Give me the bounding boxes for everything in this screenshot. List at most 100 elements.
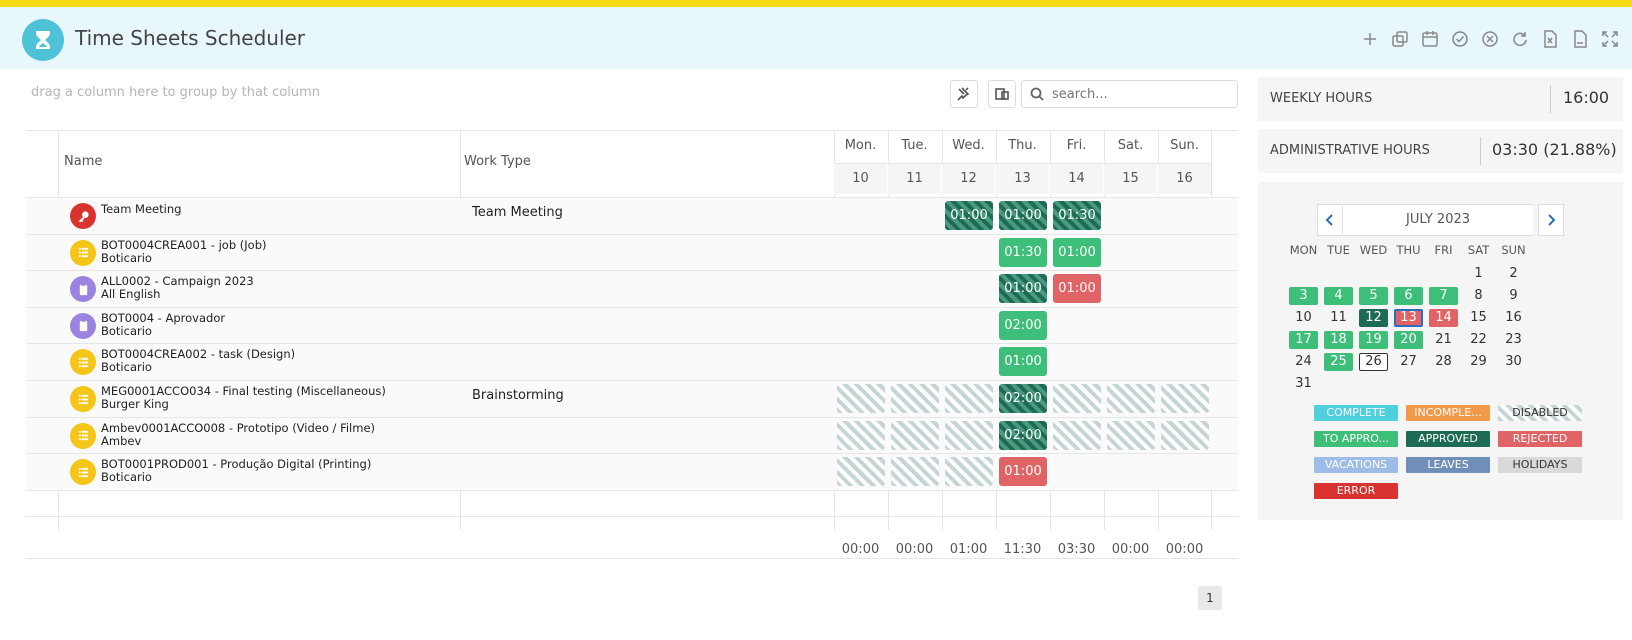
calendar-day-17[interactable]: 17 <box>1289 331 1318 349</box>
calendar-day-20[interactable]: 20 <box>1394 331 1423 349</box>
excel-export-button[interactable] <box>1540 29 1560 49</box>
calendar-day-13[interactable]: 13 <box>1394 309 1423 327</box>
day-header-wed: Wed. <box>952 138 985 153</box>
calendar-dow-sat: SAT <box>1467 243 1490 257</box>
app-title: Time Sheets Scheduler <box>75 26 306 50</box>
calendar-dow-fri: FRI <box>1434 243 1453 257</box>
reject-button[interactable] <box>1480 29 1500 49</box>
calendar-day-4[interactable]: 4 <box>1324 287 1353 305</box>
row-name: BOT0001PROD001 - Produção Digital (Print… <box>101 458 371 484</box>
time-slot-approved[interactable]: 01:00 <box>945 201 993 230</box>
add-button[interactable] <box>1360 29 1380 49</box>
day-header-thu: Thu. <box>1008 138 1037 153</box>
calendar-day-28[interactable]: 28 <box>1435 354 1452 369</box>
calendar-day-19[interactable]: 19 <box>1359 331 1388 349</box>
calendar-next-button[interactable] <box>1538 204 1564 236</box>
approve-button[interactable] <box>1450 29 1470 49</box>
legend-holidays: HOLIDAYS <box>1498 457 1582 473</box>
time-slot-disabled <box>891 420 939 450</box>
calendar-day-29[interactable]: 29 <box>1470 354 1487 369</box>
weekly-hours-value: 16:00 <box>1563 88 1610 107</box>
search-box[interactable] <box>1021 80 1238 108</box>
time-slot-green[interactable]: 01:00 <box>999 347 1047 377</box>
pdf-export-button[interactable] <box>1570 29 1590 49</box>
calendar-day-5[interactable]: 5 <box>1359 287 1388 305</box>
calendar-day-9[interactable]: 9 <box>1509 288 1518 303</box>
row-title: BOT0004CREA002 - task (Design) <box>101 347 296 362</box>
grid-top-border <box>26 130 1238 131</box>
duplicate-button[interactable] <box>1390 29 1410 49</box>
legend-approved: APPROVED <box>1406 431 1490 447</box>
day-total-10: 00:00 <box>841 542 880 557</box>
calendar-day-10[interactable]: 10 <box>1295 310 1312 325</box>
calendar-day-11[interactable]: 11 <box>1330 310 1347 325</box>
calendar-day-3[interactable]: 3 <box>1289 287 1318 305</box>
time-slot-approved[interactable]: 01:00 <box>999 274 1047 304</box>
time-slot-green[interactable]: 02:00 <box>999 310 1047 340</box>
columns-icon <box>995 88 1009 100</box>
duplicate-icon <box>1392 31 1408 47</box>
calendar-day-24[interactable]: 24 <box>1295 354 1312 369</box>
legend-rejected: REJECTED <box>1498 431 1582 447</box>
calendar-day-30[interactable]: 30 <box>1505 354 1522 369</box>
calendar-day-15[interactable]: 15 <box>1470 310 1487 325</box>
time-slot-green[interactable]: 01:30 <box>999 237 1047 267</box>
calendar-day-7[interactable]: 7 <box>1429 287 1458 305</box>
fullscreen-icon <box>1602 31 1618 47</box>
pin-filter-button[interactable] <box>950 80 978 108</box>
search-icon <box>1030 87 1044 101</box>
row-name: BOT0004CREA002 - task (Design) Boticario <box>101 348 295 374</box>
time-slot-approved[interactable]: 01:00 <box>999 201 1047 230</box>
calendar-day-25[interactable]: 25 <box>1324 353 1353 371</box>
calendar-icon <box>1422 31 1438 47</box>
calendar-month-title[interactable]: JULY 2023 <box>1343 204 1533 236</box>
list-icon <box>70 386 96 412</box>
time-slot-red[interactable]: 01:00 <box>1053 274 1101 304</box>
column-header-work-type[interactable]: Work Type <box>464 154 531 169</box>
time-slot-approved[interactable]: 01:30 <box>1053 201 1101 230</box>
calendar-day-18[interactable]: 18 <box>1324 331 1353 349</box>
calendar-dow-sun: SUN <box>1501 243 1526 257</box>
time-slot-approved[interactable]: 02:00 <box>999 384 1047 413</box>
row-client: Boticario <box>101 323 152 338</box>
administrative-hours-value: 03:30 (21.88%) <box>1492 140 1617 159</box>
search-input[interactable] <box>1052 86 1232 102</box>
calendar-prev-button[interactable] <box>1317 204 1343 236</box>
refresh-button[interactable] <box>1510 29 1530 49</box>
calendar-day-14[interactable]: 14 <box>1429 309 1458 327</box>
calendar-button[interactable] <box>1420 29 1440 49</box>
calendar-day-27[interactable]: 27 <box>1400 354 1417 369</box>
column-header-name[interactable]: Name <box>64 154 103 169</box>
calendar-day-31[interactable]: 31 <box>1295 376 1312 391</box>
day-number-12: 12 <box>942 164 995 194</box>
day-number-13: 13 <box>996 164 1049 194</box>
calendar-dow-thu: THU <box>1396 243 1421 257</box>
time-slot-approved[interactable]: 02:00 <box>999 420 1047 450</box>
calendar-day-1[interactable]: 1 <box>1474 266 1483 281</box>
calendar-day-21[interactable]: 21 <box>1435 332 1452 347</box>
day-header-divider <box>834 163 1212 164</box>
calendar-day-2[interactable]: 2 <box>1509 266 1518 281</box>
row-client: Ambev <box>101 433 142 448</box>
column-chooser-button[interactable] <box>988 80 1016 108</box>
day-header-sun: Sun. <box>1170 138 1199 153</box>
calendar-day-8[interactable]: 8 <box>1474 288 1483 303</box>
calendar-day-23[interactable]: 23 <box>1505 332 1522 347</box>
row-client: Burger King <box>101 397 169 411</box>
time-slot-green[interactable]: 01:00 <box>1053 237 1101 267</box>
reject-icon <box>1482 31 1498 47</box>
row-work-type: Team Meeting <box>472 205 563 220</box>
row-divider <box>26 380 1238 381</box>
group-by-hint[interactable]: drag a column here to group by that colu… <box>31 85 320 100</box>
legend-incomple: INCOMPLE... <box>1406 405 1490 421</box>
calendar-day-16[interactable]: 16 <box>1505 310 1522 325</box>
time-slot-red[interactable]: 01:00 <box>999 457 1047 487</box>
fullscreen-button[interactable] <box>1600 29 1620 49</box>
calendar-day-22[interactable]: 22 <box>1470 332 1487 347</box>
calendar-day-12[interactable]: 12 <box>1359 309 1388 327</box>
day-number-15: 15 <box>1104 164 1157 194</box>
row-name: ALL0002 - Campaign 2023 All English <box>101 275 254 301</box>
pager-page-1[interactable]: 1 <box>1198 586 1222 610</box>
calendar-day-6[interactable]: 6 <box>1394 287 1423 305</box>
calendar-day-26[interactable]: 26 <box>1359 353 1388 371</box>
